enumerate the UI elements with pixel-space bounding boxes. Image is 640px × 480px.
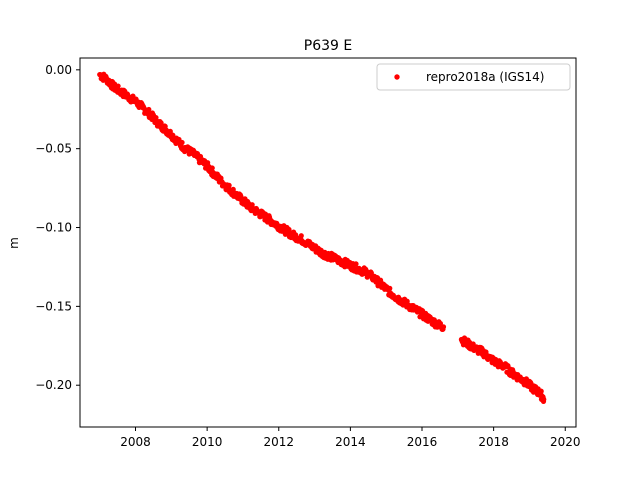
x-tick-label: 2018 xyxy=(478,435,509,449)
data-point xyxy=(146,106,152,113)
chart-title: P639 E xyxy=(304,38,352,54)
data-point xyxy=(293,232,299,238)
y-axis-label: m xyxy=(7,237,21,249)
legend: repro2018a (IGS14) xyxy=(376,63,571,91)
y-tick-label: 0.00 xyxy=(45,63,72,77)
plot-frame xyxy=(79,57,577,428)
x-axis: 2008 2010 2012 2014 2016 2018 2020 xyxy=(120,427,581,449)
legend-marker xyxy=(394,74,400,80)
data-point xyxy=(153,115,159,121)
y-tick-label: −0.20 xyxy=(35,378,72,392)
x-tick-label: 2014 xyxy=(335,435,366,449)
data-point xyxy=(158,120,164,126)
y-axis: 0.00 −0.05 −0.10 −0.15 −0.20 xyxy=(35,63,80,392)
legend-box xyxy=(376,63,571,91)
data-point xyxy=(209,165,215,171)
y-tick-label: −0.10 xyxy=(35,221,72,235)
data-point xyxy=(167,128,173,134)
data-point xyxy=(179,139,185,146)
x-tick-label: 2020 xyxy=(550,435,581,449)
x-tick-label: 2010 xyxy=(192,435,223,449)
x-tick-label: 2008 xyxy=(120,435,151,449)
data-point xyxy=(387,285,393,291)
y-tick-label: −0.15 xyxy=(35,299,72,313)
data-point xyxy=(540,398,547,405)
x-tick-label: 2012 xyxy=(263,435,294,449)
x-tick-label: 2016 xyxy=(407,435,438,449)
data-point xyxy=(226,182,232,188)
legend-label: repro2018a (IGS14) xyxy=(426,70,544,84)
data-point xyxy=(538,388,544,394)
data-point xyxy=(115,83,121,89)
data-point xyxy=(440,326,446,332)
data-points xyxy=(97,71,547,405)
data-point xyxy=(298,233,304,239)
data-point xyxy=(353,261,359,267)
y-tick-label: −0.05 xyxy=(35,142,72,156)
